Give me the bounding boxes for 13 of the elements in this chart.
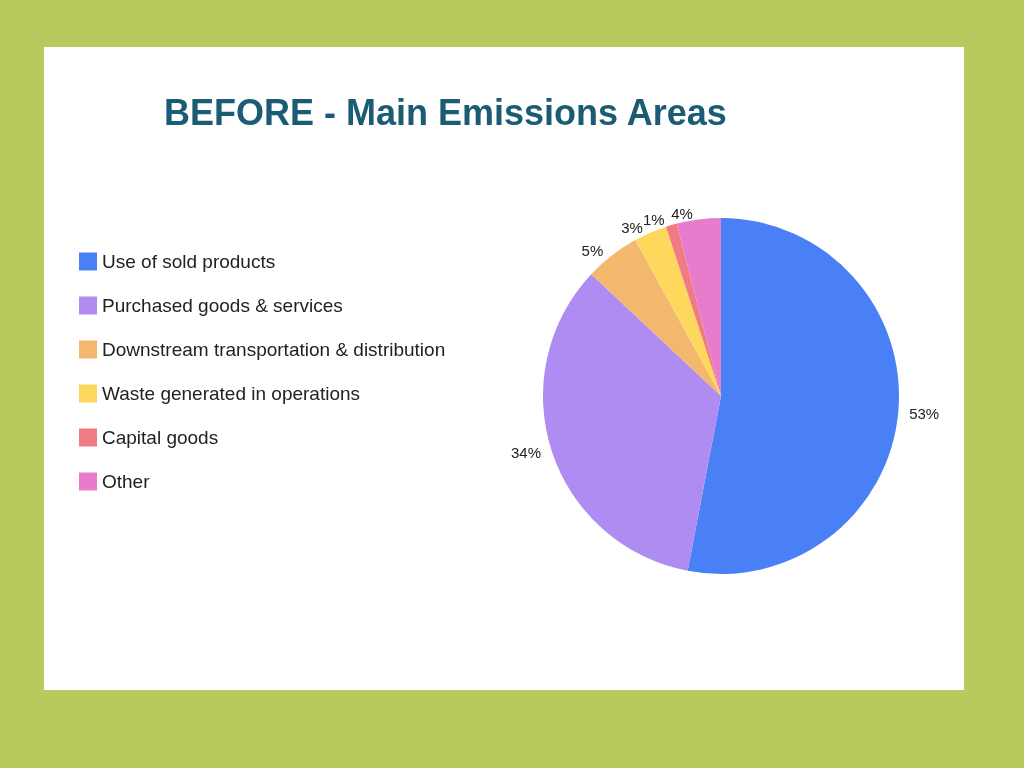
data-label: 1% [642, 210, 665, 228]
chart-title: BEFORE - Main Emissions Areas [164, 91, 727, 133]
data-label: 4% [671, 204, 693, 222]
data-label: 5% [581, 242, 604, 260]
data-label: 53% [909, 404, 940, 422]
legend-label: Downstream transportation & distribution [102, 339, 446, 360]
data-label: 3% [621, 218, 643, 236]
legend-label: Purchased goods & services [102, 295, 343, 316]
legend-label: Other [102, 471, 151, 492]
data-label: 34% [510, 444, 542, 462]
legend-label: Capital goods [102, 427, 219, 448]
legend-label: Waste generated in operations [102, 383, 361, 404]
legend-label: Use of sold products [102, 251, 276, 272]
